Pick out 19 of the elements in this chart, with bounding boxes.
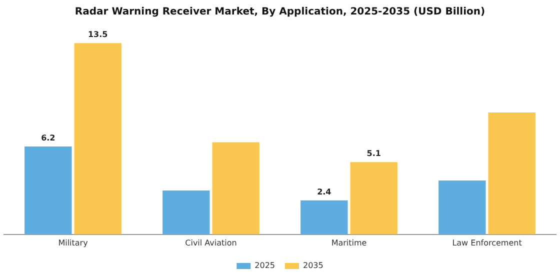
data-label: 13.5 xyxy=(88,30,108,40)
bar xyxy=(212,142,260,234)
data-label: 6.2 xyxy=(41,134,56,143)
bar xyxy=(438,180,486,234)
bar xyxy=(300,200,348,234)
legend-label: 2025 xyxy=(254,261,275,270)
legend-label: 2035 xyxy=(303,261,324,270)
x-tick-label: Maritime xyxy=(331,238,367,248)
x-tick-label: Law Enforcement xyxy=(452,238,522,248)
bar xyxy=(74,43,122,234)
data-label: 2.4 xyxy=(317,187,332,196)
x-tick-label: Military xyxy=(58,238,88,248)
bar xyxy=(350,162,398,234)
chart-title: Radar Warning Receiver Market, By Application, 2025-2035 (USD Billion) xyxy=(74,6,486,18)
bar xyxy=(24,146,72,234)
bar xyxy=(488,112,536,234)
data-label: 5.1 xyxy=(366,149,382,158)
x-tick-label: Civil Aviation xyxy=(185,238,237,248)
bar xyxy=(162,190,210,234)
